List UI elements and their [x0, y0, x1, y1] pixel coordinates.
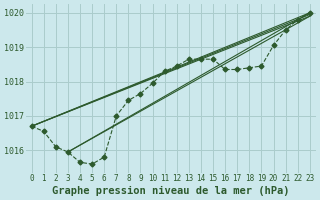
X-axis label: Graphe pression niveau de la mer (hPa): Graphe pression niveau de la mer (hPa)	[52, 186, 290, 196]
